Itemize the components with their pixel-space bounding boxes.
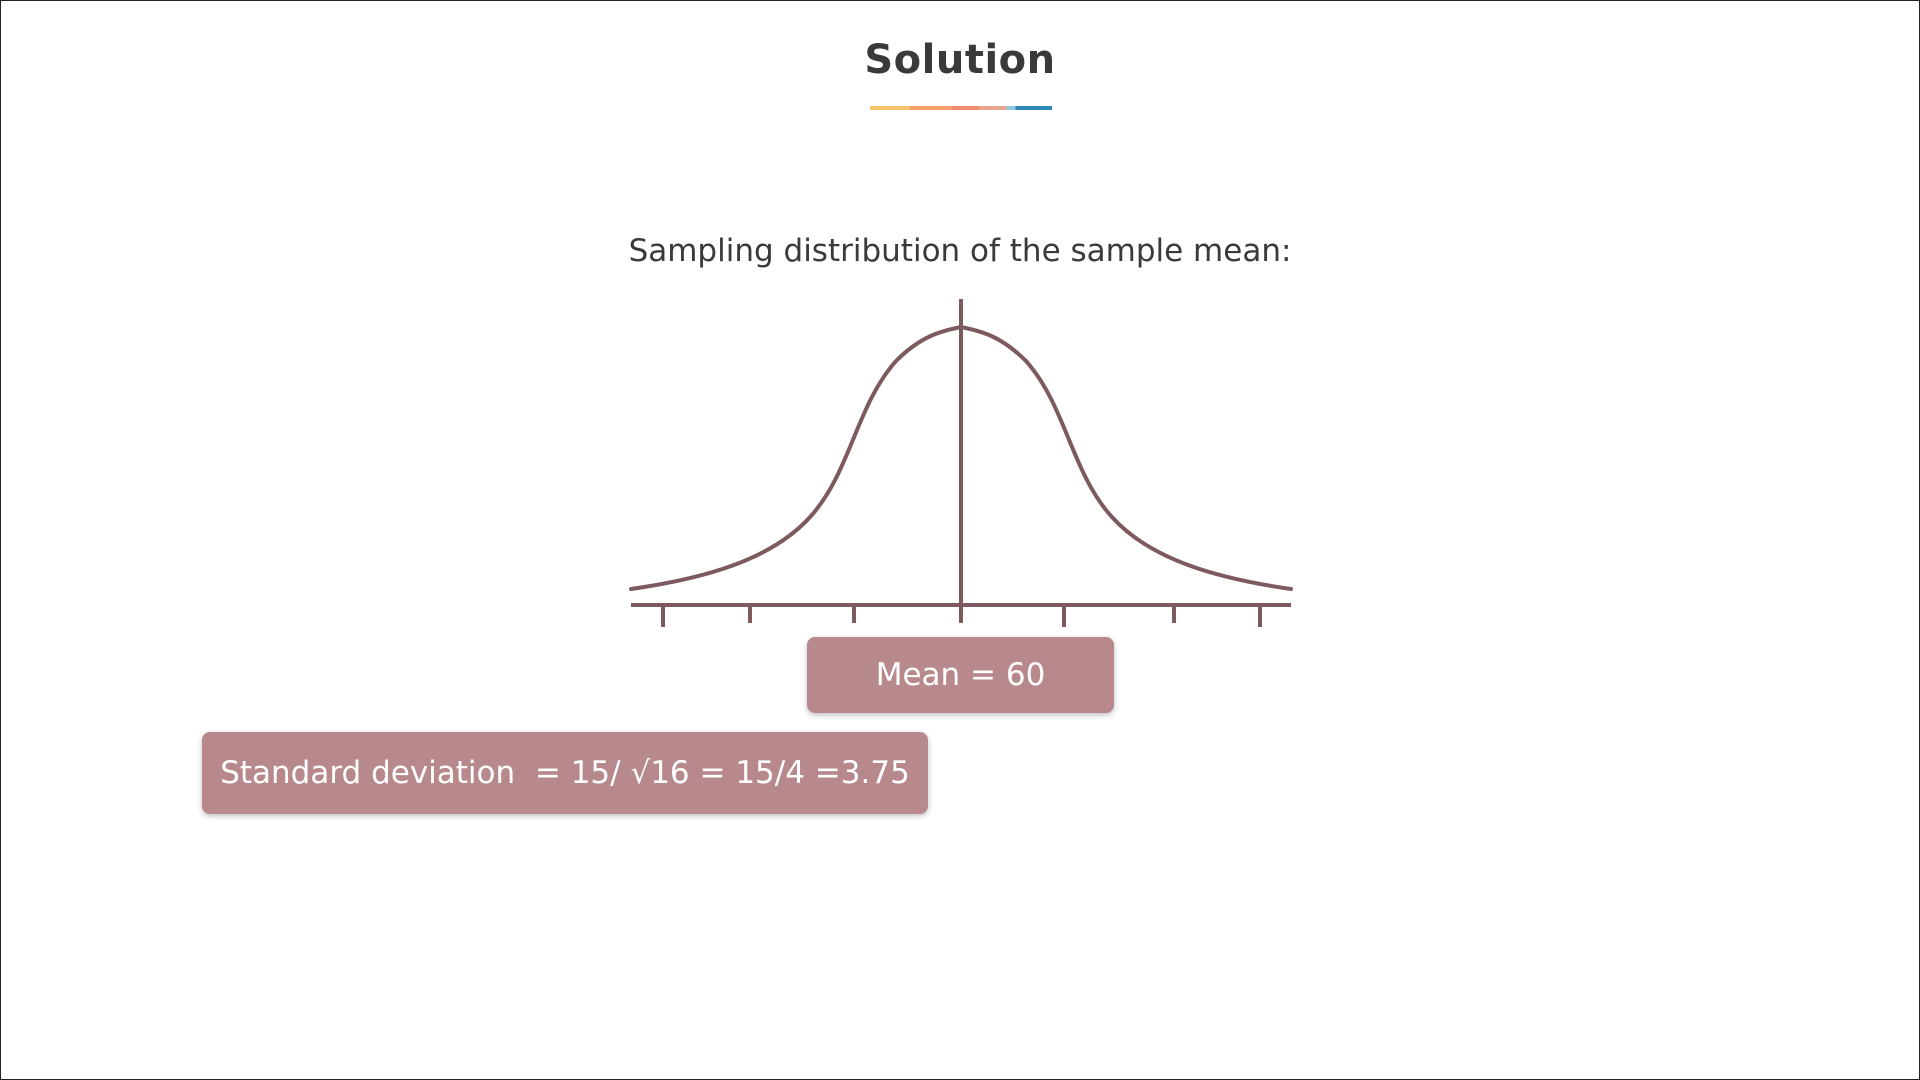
mean-label: Mean = 60 (807, 637, 1114, 713)
standard-deviation-label: Standard deviation = 15/ √16 = 15/4 =3.7… (202, 732, 928, 814)
slide-subtitle: Sampling distribution of the sample mean… (628, 233, 1292, 269)
normal-distribution-diagram (629, 299, 1293, 627)
axis-ticks (661, 605, 1262, 627)
title-underline (870, 106, 1052, 110)
slide-title: Solution (864, 37, 1056, 83)
